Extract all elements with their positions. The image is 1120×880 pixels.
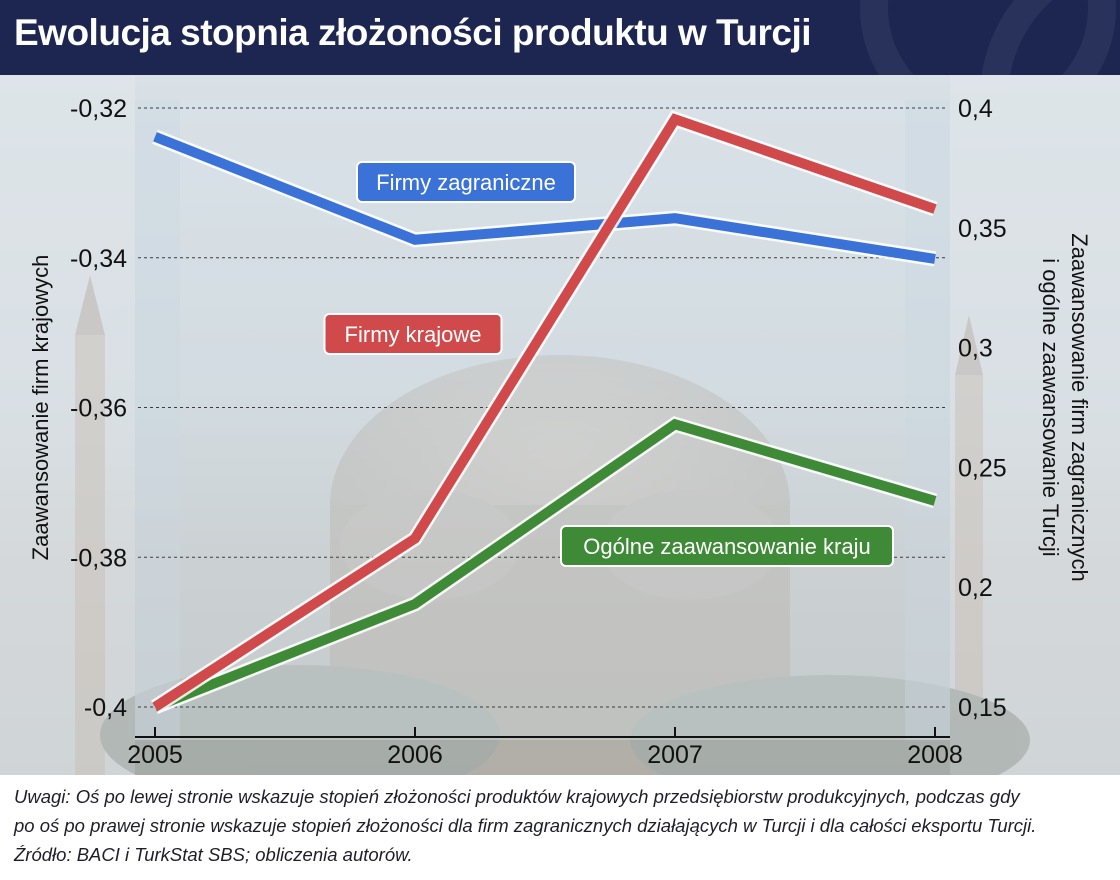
note-line-2: po oś po prawej stronie wskazuje stopień… bbox=[14, 815, 1037, 836]
series-line bbox=[153, 418, 937, 712]
left-tick-label: -0,38 bbox=[70, 544, 127, 572]
series-line bbox=[152, 113, 937, 712]
x-tick-label: 2007 bbox=[647, 741, 703, 769]
series-label: Ogólne zaawansowanie kraju bbox=[583, 534, 870, 559]
right-tick-label: 0,25 bbox=[958, 454, 1007, 482]
right-tick-label: 0,35 bbox=[958, 215, 1007, 243]
line-chart: -0,32 -0,34 -0,36 -0,38 -0,4 0,4 0,35 0,3 0,25 0,… bbox=[0, 75, 1120, 775]
series-label-box bbox=[356, 161, 576, 203]
right-tick-label: 0,15 bbox=[958, 694, 1007, 722]
note-line-1: Uwagi: Oś po lewej stronie wskazuje stop… bbox=[14, 786, 1020, 807]
series-lines bbox=[150, 110, 938, 714]
series-label: Firmy zagraniczne bbox=[376, 170, 556, 195]
source-line: Źródło: BACI i TurkStat SBS; obliczenia … bbox=[14, 844, 413, 865]
right-tick-label: 0,2 bbox=[958, 574, 993, 602]
x-tick-label: 2008 bbox=[907, 741, 963, 769]
left-tick-label: -0,4 bbox=[84, 694, 127, 722]
series-label-box bbox=[323, 313, 503, 355]
axes: -0,32 -0,34 -0,36 -0,38 -0,4 0,4 0,35 0,3 0,25 0,… bbox=[28, 95, 1092, 769]
series-label-box bbox=[560, 525, 894, 567]
header-bar: Ewolucja stopnia złożoności produktu w T… bbox=[0, 0, 1120, 75]
right-axis-label-line-2: i ogólne zaawansowanie Turcji bbox=[1038, 258, 1063, 556]
chart-notes: Uwagi: Oś po lewej stronie wskazuje stop… bbox=[14, 782, 1110, 869]
x-tick-label: 2006 bbox=[387, 741, 443, 769]
grid-lines bbox=[138, 107, 948, 708]
chart-area: -0,32 -0,34 -0,36 -0,38 -0,4 0,4 0,35 0,3 0,25 0,… bbox=[0, 75, 1120, 775]
left-tick-label: -0,36 bbox=[70, 395, 127, 423]
left-tick-label: -0,34 bbox=[70, 245, 127, 273]
series-line bbox=[153, 132, 936, 264]
left-tick-label: -0,32 bbox=[70, 95, 127, 123]
right-tick-label: 0,3 bbox=[958, 335, 993, 363]
left-axis-label: Zaawansowanie firm krajowych bbox=[28, 255, 53, 561]
chart-title: Ewolucja stopnia złożoności produktu w T… bbox=[14, 12, 812, 53]
series-labels: Firmy zagraniczne Firmy krajowe Ogólne zaa… bbox=[323, 161, 894, 567]
right-axis-label-line-1: Zaawansowanie firm zagranicznych bbox=[1067, 233, 1092, 582]
series-label: Firmy krajowe bbox=[345, 322, 482, 347]
x-tick-label: 2005 bbox=[127, 741, 183, 769]
right-tick-label: 0,4 bbox=[958, 95, 993, 123]
